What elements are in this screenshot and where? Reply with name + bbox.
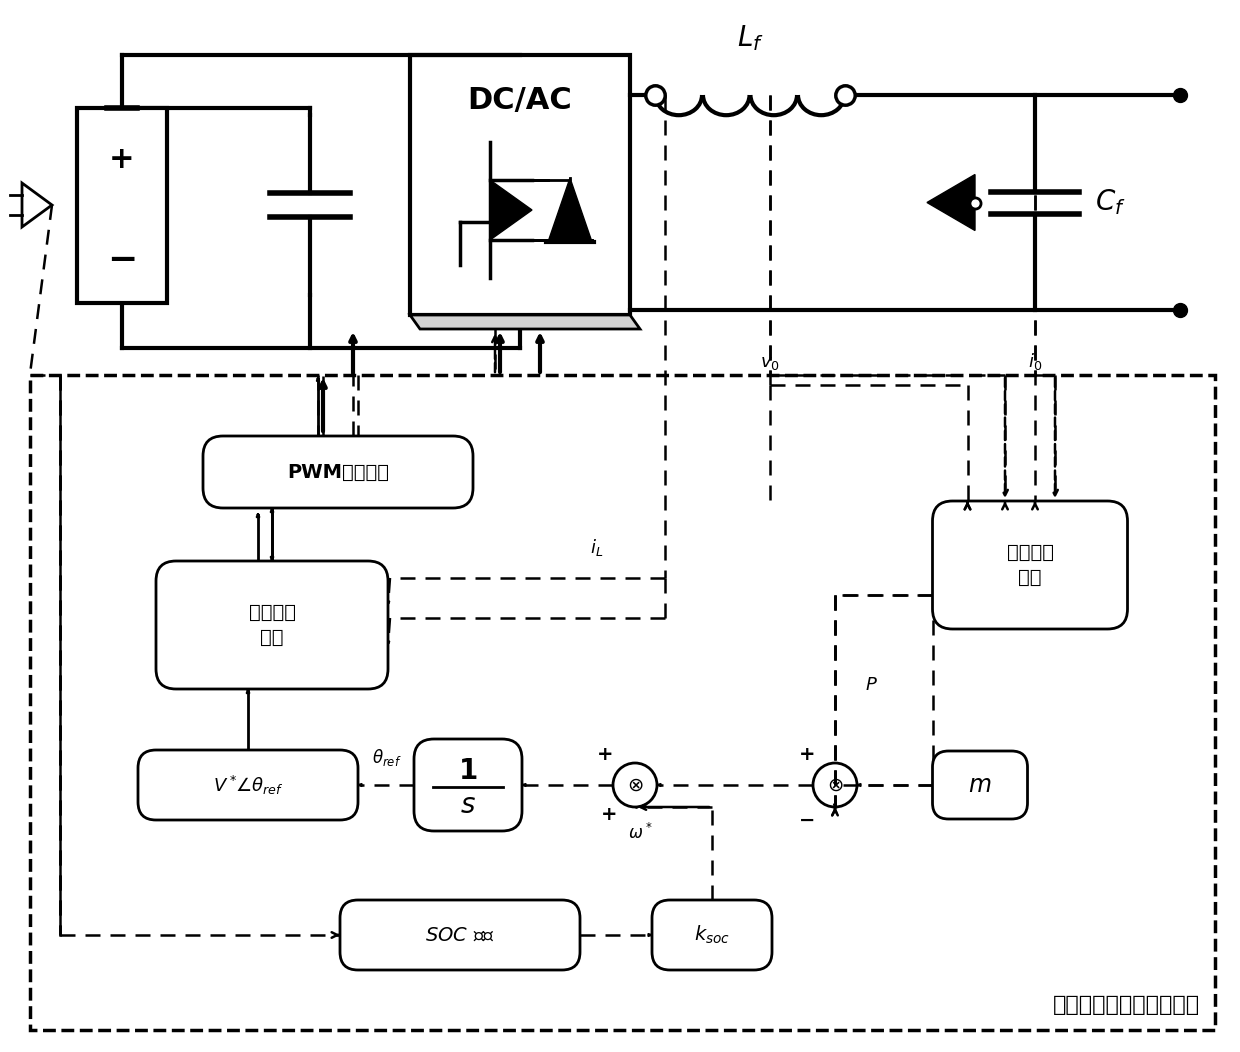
Text: 1: 1 xyxy=(459,757,477,785)
FancyBboxPatch shape xyxy=(932,751,1028,820)
FancyBboxPatch shape xyxy=(340,901,580,970)
Text: ⊗: ⊗ xyxy=(626,775,644,794)
FancyBboxPatch shape xyxy=(932,501,1127,629)
Text: 内环跟踪
单元: 内环跟踪 单元 xyxy=(248,603,295,647)
Text: −: − xyxy=(799,810,815,829)
Polygon shape xyxy=(22,183,52,227)
Text: $i_L$: $i_L$ xyxy=(590,537,604,558)
FancyBboxPatch shape xyxy=(652,901,773,970)
Text: $L_f$: $L_f$ xyxy=(737,23,764,53)
Polygon shape xyxy=(548,178,591,242)
Polygon shape xyxy=(490,180,532,240)
Text: $C_f$: $C_f$ xyxy=(1095,187,1126,218)
Text: 功率计算
单元: 功率计算 单元 xyxy=(1007,543,1054,587)
FancyBboxPatch shape xyxy=(414,739,522,831)
Text: $k_{soc}$: $k_{soc}$ xyxy=(694,924,730,946)
Text: $s$: $s$ xyxy=(460,791,476,820)
Polygon shape xyxy=(410,315,640,329)
Text: +: + xyxy=(799,746,815,765)
FancyBboxPatch shape xyxy=(203,436,472,508)
Polygon shape xyxy=(928,175,975,230)
Text: PWM调制单元: PWM调制单元 xyxy=(286,463,389,482)
Text: +: + xyxy=(109,145,135,175)
Text: 储能模块分散式控制系统: 储能模块分散式控制系统 xyxy=(1053,995,1200,1015)
Text: +: + xyxy=(600,806,618,825)
Text: $\omega^*$: $\omega^*$ xyxy=(627,823,652,843)
Text: $P$: $P$ xyxy=(866,676,878,694)
FancyBboxPatch shape xyxy=(410,55,630,315)
FancyBboxPatch shape xyxy=(156,561,388,689)
Text: $v_0$: $v_0$ xyxy=(760,355,780,372)
Text: $m$: $m$ xyxy=(968,773,992,797)
Text: $SOC$ 估计: $SOC$ 估计 xyxy=(425,926,495,945)
Text: ⊗: ⊗ xyxy=(827,775,843,794)
Text: −: − xyxy=(107,243,138,277)
Text: $\theta_{ref}$: $\theta_{ref}$ xyxy=(372,747,402,768)
Text: $i_0$: $i_0$ xyxy=(1028,351,1042,372)
FancyBboxPatch shape xyxy=(77,107,167,303)
Text: +: + xyxy=(596,746,614,765)
Text: DC/AC: DC/AC xyxy=(467,85,573,115)
Text: $V^*\!\angle\theta_{ref}$: $V^*\!\angle\theta_{ref}$ xyxy=(213,773,283,796)
FancyBboxPatch shape xyxy=(138,750,358,820)
